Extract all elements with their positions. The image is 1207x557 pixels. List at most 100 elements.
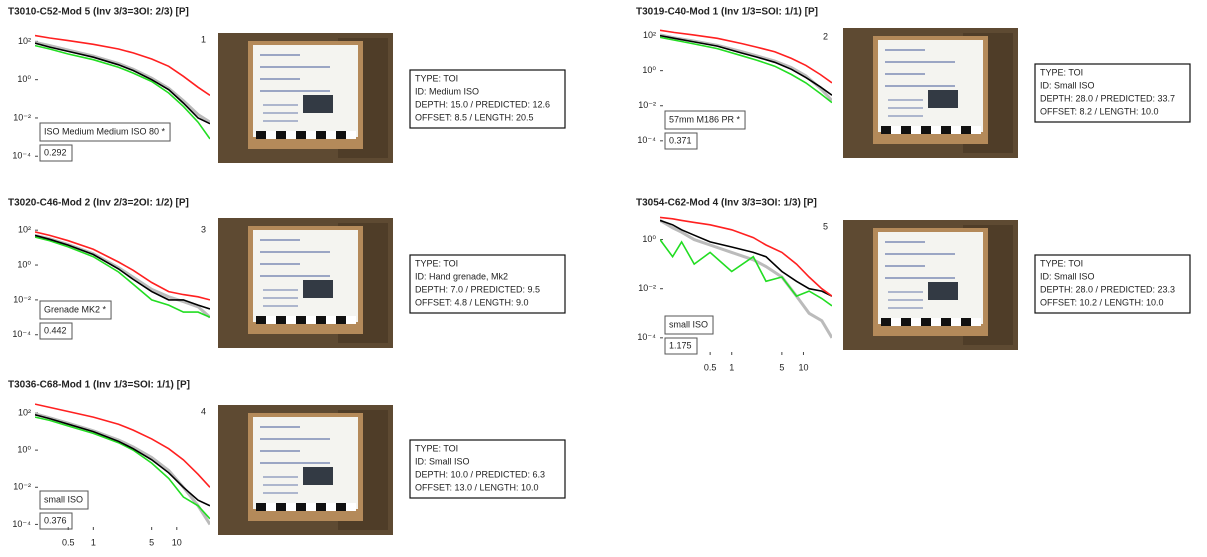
photo (218, 33, 393, 163)
decay-curve (35, 40, 210, 124)
info-line: ID: Small ISO (1040, 80, 1095, 90)
info-box (1034, 63, 1191, 123)
annotation: Grenade MK2 * (44, 304, 107, 314)
scale-bar (891, 126, 901, 134)
x-tick-label: 10 (798, 362, 808, 372)
scale-bar (881, 318, 891, 326)
decay-curve (35, 236, 210, 319)
decay-curve (35, 403, 210, 488)
y-tick-label: 10⁻² (13, 482, 31, 492)
scale-bar (266, 131, 276, 139)
plot-lines (660, 29, 832, 104)
scale-bar (951, 318, 961, 326)
scale-bar (346, 131, 356, 139)
scale-bar (336, 503, 346, 511)
annotation-box (39, 122, 171, 142)
score-box (664, 132, 698, 150)
decay-curve (35, 231, 210, 301)
info-line: TYPE: TOI (415, 258, 458, 268)
object (928, 90, 958, 108)
scale-bar (286, 503, 296, 511)
scale-bar (901, 318, 911, 326)
scale-bar (921, 126, 931, 134)
decay-curve (660, 239, 832, 307)
object (303, 280, 333, 298)
y-tick-label: 10⁻⁴ (637, 332, 656, 342)
scale-bar (266, 316, 276, 324)
scale-bar (891, 318, 901, 326)
scale-bar (326, 131, 336, 139)
info-line: ID: Small ISO (1040, 271, 1095, 281)
scale-bar (951, 126, 961, 134)
score: 0.376 (44, 515, 67, 525)
decay-curve (660, 36, 832, 104)
info-line: DEPTH: 28.0 / PREDICTED: 23.3 (1040, 284, 1175, 294)
photo (843, 28, 1018, 158)
scale-bar (336, 131, 346, 139)
y-tick-label: 10⁻⁴ (12, 151, 31, 161)
annotation: small ISO (44, 494, 83, 504)
panel-title: T3010-C52-Mod 5 (Inv 3/3=3OI: 2/3) [P] (8, 7, 189, 18)
scale-bar (931, 126, 941, 134)
info-line: TYPE: TOI (415, 73, 458, 83)
scale-bar (256, 131, 266, 139)
x-tick-label: 1 (729, 362, 734, 372)
info-line: DEPTH: 7.0 / PREDICTED: 9.5 (415, 284, 540, 294)
scale-bar (286, 316, 296, 324)
object (303, 95, 333, 113)
score-box (39, 144, 73, 162)
photo (843, 220, 1018, 350)
scale-bar (276, 131, 286, 139)
info-line: TYPE: TOI (1040, 258, 1083, 268)
x-tick-label: 1 (91, 537, 96, 547)
scale-bar (276, 316, 286, 324)
scale-bar (316, 316, 326, 324)
scale-bar (911, 126, 921, 134)
decay-curve (660, 219, 832, 339)
scale-bar (961, 318, 971, 326)
scale-bar (326, 503, 336, 511)
decay-curve (660, 219, 832, 297)
scale-bar (296, 316, 306, 324)
decay-curve (35, 34, 210, 97)
info-line: ID: Medium ISO (415, 86, 479, 96)
scale-bar (296, 131, 306, 139)
y-tick-label: 10⁻² (13, 112, 31, 122)
scale-bar (931, 318, 941, 326)
x-tick-label: 5 (779, 362, 784, 372)
score-box (39, 512, 73, 530)
info-line: DEPTH: 28.0 / PREDICTED: 33.7 (1040, 93, 1175, 103)
scale-bar (306, 131, 316, 139)
decay-curve (660, 34, 832, 96)
decay-curve (35, 44, 210, 140)
y-tick-label: 10⁻² (638, 283, 656, 293)
y-tick-label: 10⁻⁴ (637, 135, 656, 145)
scale-bar (911, 318, 921, 326)
info-line: OFFSET: 10.2 / LENGTH: 10.0 (1040, 297, 1164, 307)
annotation-box (664, 315, 714, 335)
annotation: 57mm M186 PR * (669, 114, 741, 124)
info-box (1034, 254, 1191, 314)
decay-curve (660, 216, 832, 297)
info-line: OFFSET: 8.5 / LENGTH: 20.5 (415, 112, 534, 122)
scale-bar (941, 318, 951, 326)
score: 0.442 (44, 325, 67, 335)
y-tick-label: 10² (18, 36, 31, 46)
score-box (39, 322, 73, 340)
info-line: TYPE: TOI (1040, 67, 1083, 77)
plot-lines (35, 403, 210, 526)
y-tick-label: 10⁻² (13, 294, 31, 304)
scale-bar (941, 126, 951, 134)
scale-bar (326, 316, 336, 324)
scale-bar (346, 503, 356, 511)
plot-lines (660, 216, 832, 339)
x-tick-label: 0.5 (704, 362, 717, 372)
info-box (409, 254, 566, 314)
scale-bar (921, 318, 931, 326)
object (928, 282, 958, 300)
scale-bar (296, 503, 306, 511)
photo (218, 218, 393, 348)
scale-bar (286, 131, 296, 139)
info-line: OFFSET: 4.8 / LENGTH: 9.0 (415, 297, 529, 307)
